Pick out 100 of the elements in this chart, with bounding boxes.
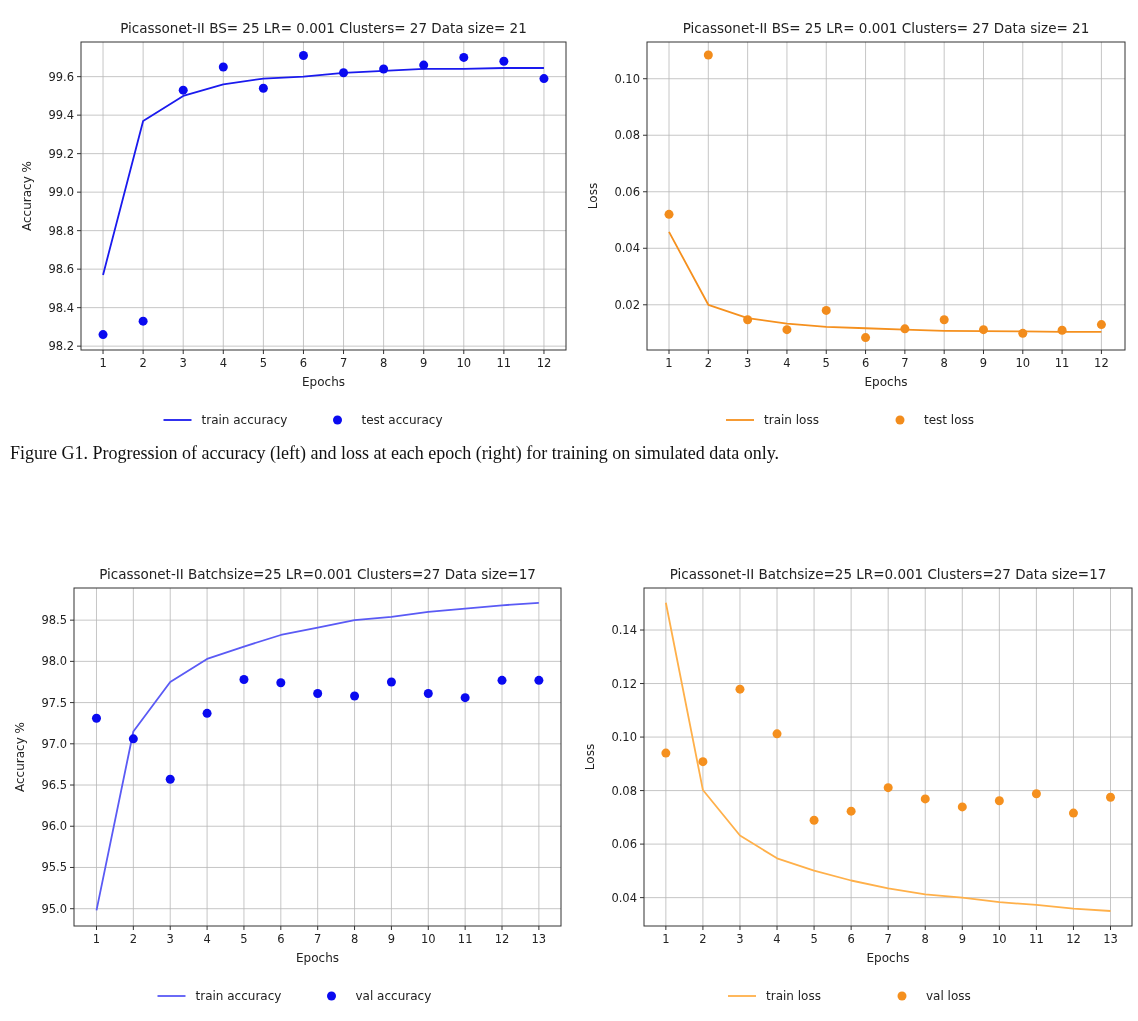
x-tick-label: 7 [339,356,348,370]
x-tick-label: 9 [979,356,988,370]
point [423,689,433,699]
x-tick-label: 4 [773,932,781,946]
x-tick-label: 5 [240,932,248,946]
x-tick-label: 12 [536,356,552,370]
point [539,74,549,84]
x-tick-label: 5 [822,356,830,370]
legend-label: train loss [764,413,819,427]
point [276,678,286,688]
point [239,675,249,684]
point [534,675,544,685]
x-tick-label: 9 [420,356,428,370]
point [218,62,228,72]
point [920,794,930,804]
y-tick-label: 98.2 [48,339,74,354]
x-tick-label: 11 [1029,932,1044,946]
x-tick-label: 11 [1054,356,1070,370]
y-tick-label: 97.0 [41,736,67,751]
x-tick-label: 13 [531,932,547,946]
y-tick-label: 97.5 [41,695,67,710]
point [809,815,819,825]
y-tick-label: 0.08 [614,128,640,143]
x-tick-label: 1 [99,356,107,370]
point [419,60,429,70]
y-tick-label: 0.10 [611,730,637,745]
legend-label: val loss [926,989,971,1003]
point [298,50,308,60]
x-tick-label: 12 [1094,356,1109,370]
legend-label: train loss [766,989,821,1003]
point [978,325,988,335]
x-tick-label: 6 [277,932,285,946]
point [459,52,469,62]
x-tick-label: 10 [992,932,1007,946]
x-tick-label: 9 [387,932,396,946]
x-tick-label: 2 [139,356,147,370]
point [861,333,871,343]
point [202,708,212,718]
x-tick-label: 11 [457,932,473,946]
x-tick-label: 12 [1066,932,1081,946]
x-tick-label: 1 [662,932,670,946]
y-tick-label: 99.4 [48,108,74,123]
x-tick-label: 6 [847,932,855,946]
y-axis-title: Loss [583,743,597,771]
x-tick-label: 6 [299,356,308,370]
x-tick-label: 3 [179,356,187,370]
point [1031,789,1041,799]
point [782,325,792,335]
x-tick-label: 1 [92,932,101,946]
legend-label: test loss [924,413,975,427]
point [994,796,1004,806]
chart-title: Picassonet-II Batchsize=25 LR=0.001 Clusters=27 Data size=17 [99,566,536,582]
x-tick-label: 4 [783,356,791,370]
x-tick-label: 13 [1103,932,1118,946]
legend-label: val accuracy [355,989,432,1003]
line-series [95,601,540,912]
point [1057,325,1067,335]
y-tick-label: 0.04 [614,241,640,256]
x-tick-label: 3 [743,356,752,370]
y-tick-label: 99.2 [48,146,74,161]
x-tick-label: 8 [350,932,359,946]
y-tick-label: 98.8 [48,223,74,238]
point [379,64,389,74]
chart-title: Picassonet-II BS= 25 LR= 0.001 Clusters= 27 Data size= 21 [120,20,527,36]
point [178,85,188,95]
y-tick-label: 0.14 [611,623,637,638]
y-tick-label: 0.06 [614,184,640,199]
point [1018,328,1028,338]
y-tick-label: 95.0 [41,901,67,916]
chart-title: Picassonet-II Batchsize=25 LR=0.001 Clusters=27 Data size=17 [669,566,1107,582]
x-tick-label: 5 [810,932,818,946]
point [1096,320,1106,330]
x-tick-label: 11 [496,356,512,370]
x-tick-label: 5 [259,356,268,370]
x-tick-label: 10 [1015,356,1031,370]
point [703,50,713,60]
point [128,734,138,744]
point [350,691,360,701]
point [735,684,745,694]
legend-label: train accuracy [195,989,282,1003]
point [846,806,856,816]
y-tick-label: 99.6 [48,69,74,84]
x-axis-title: Epochs [296,951,339,965]
caption: Figure G1. Progression of accuracy (left) and loss at each epoch (right) for training on simulated data only. [10,442,781,465]
legend-label: train accuracy [201,413,288,427]
y-tick-label: 0.06 [611,837,637,852]
point [698,757,708,767]
x-tick-label: 1 [665,356,673,370]
x-tick-label: 6 [861,356,870,370]
point [497,675,507,685]
x-tick-label: 4 [219,356,227,370]
legend-label: test accuracy [361,413,443,427]
x-tick-label: 12 [494,932,510,946]
point [900,324,910,334]
y-tick-label: 99.0 [48,185,74,200]
point [661,748,671,758]
x-tick-label: 2 [699,932,707,946]
point [339,68,349,78]
point [98,330,108,340]
chart-title: Picassonet-II BS= 25 LR= 0.001 Clusters= 27 Data size= 21 [682,20,1090,36]
